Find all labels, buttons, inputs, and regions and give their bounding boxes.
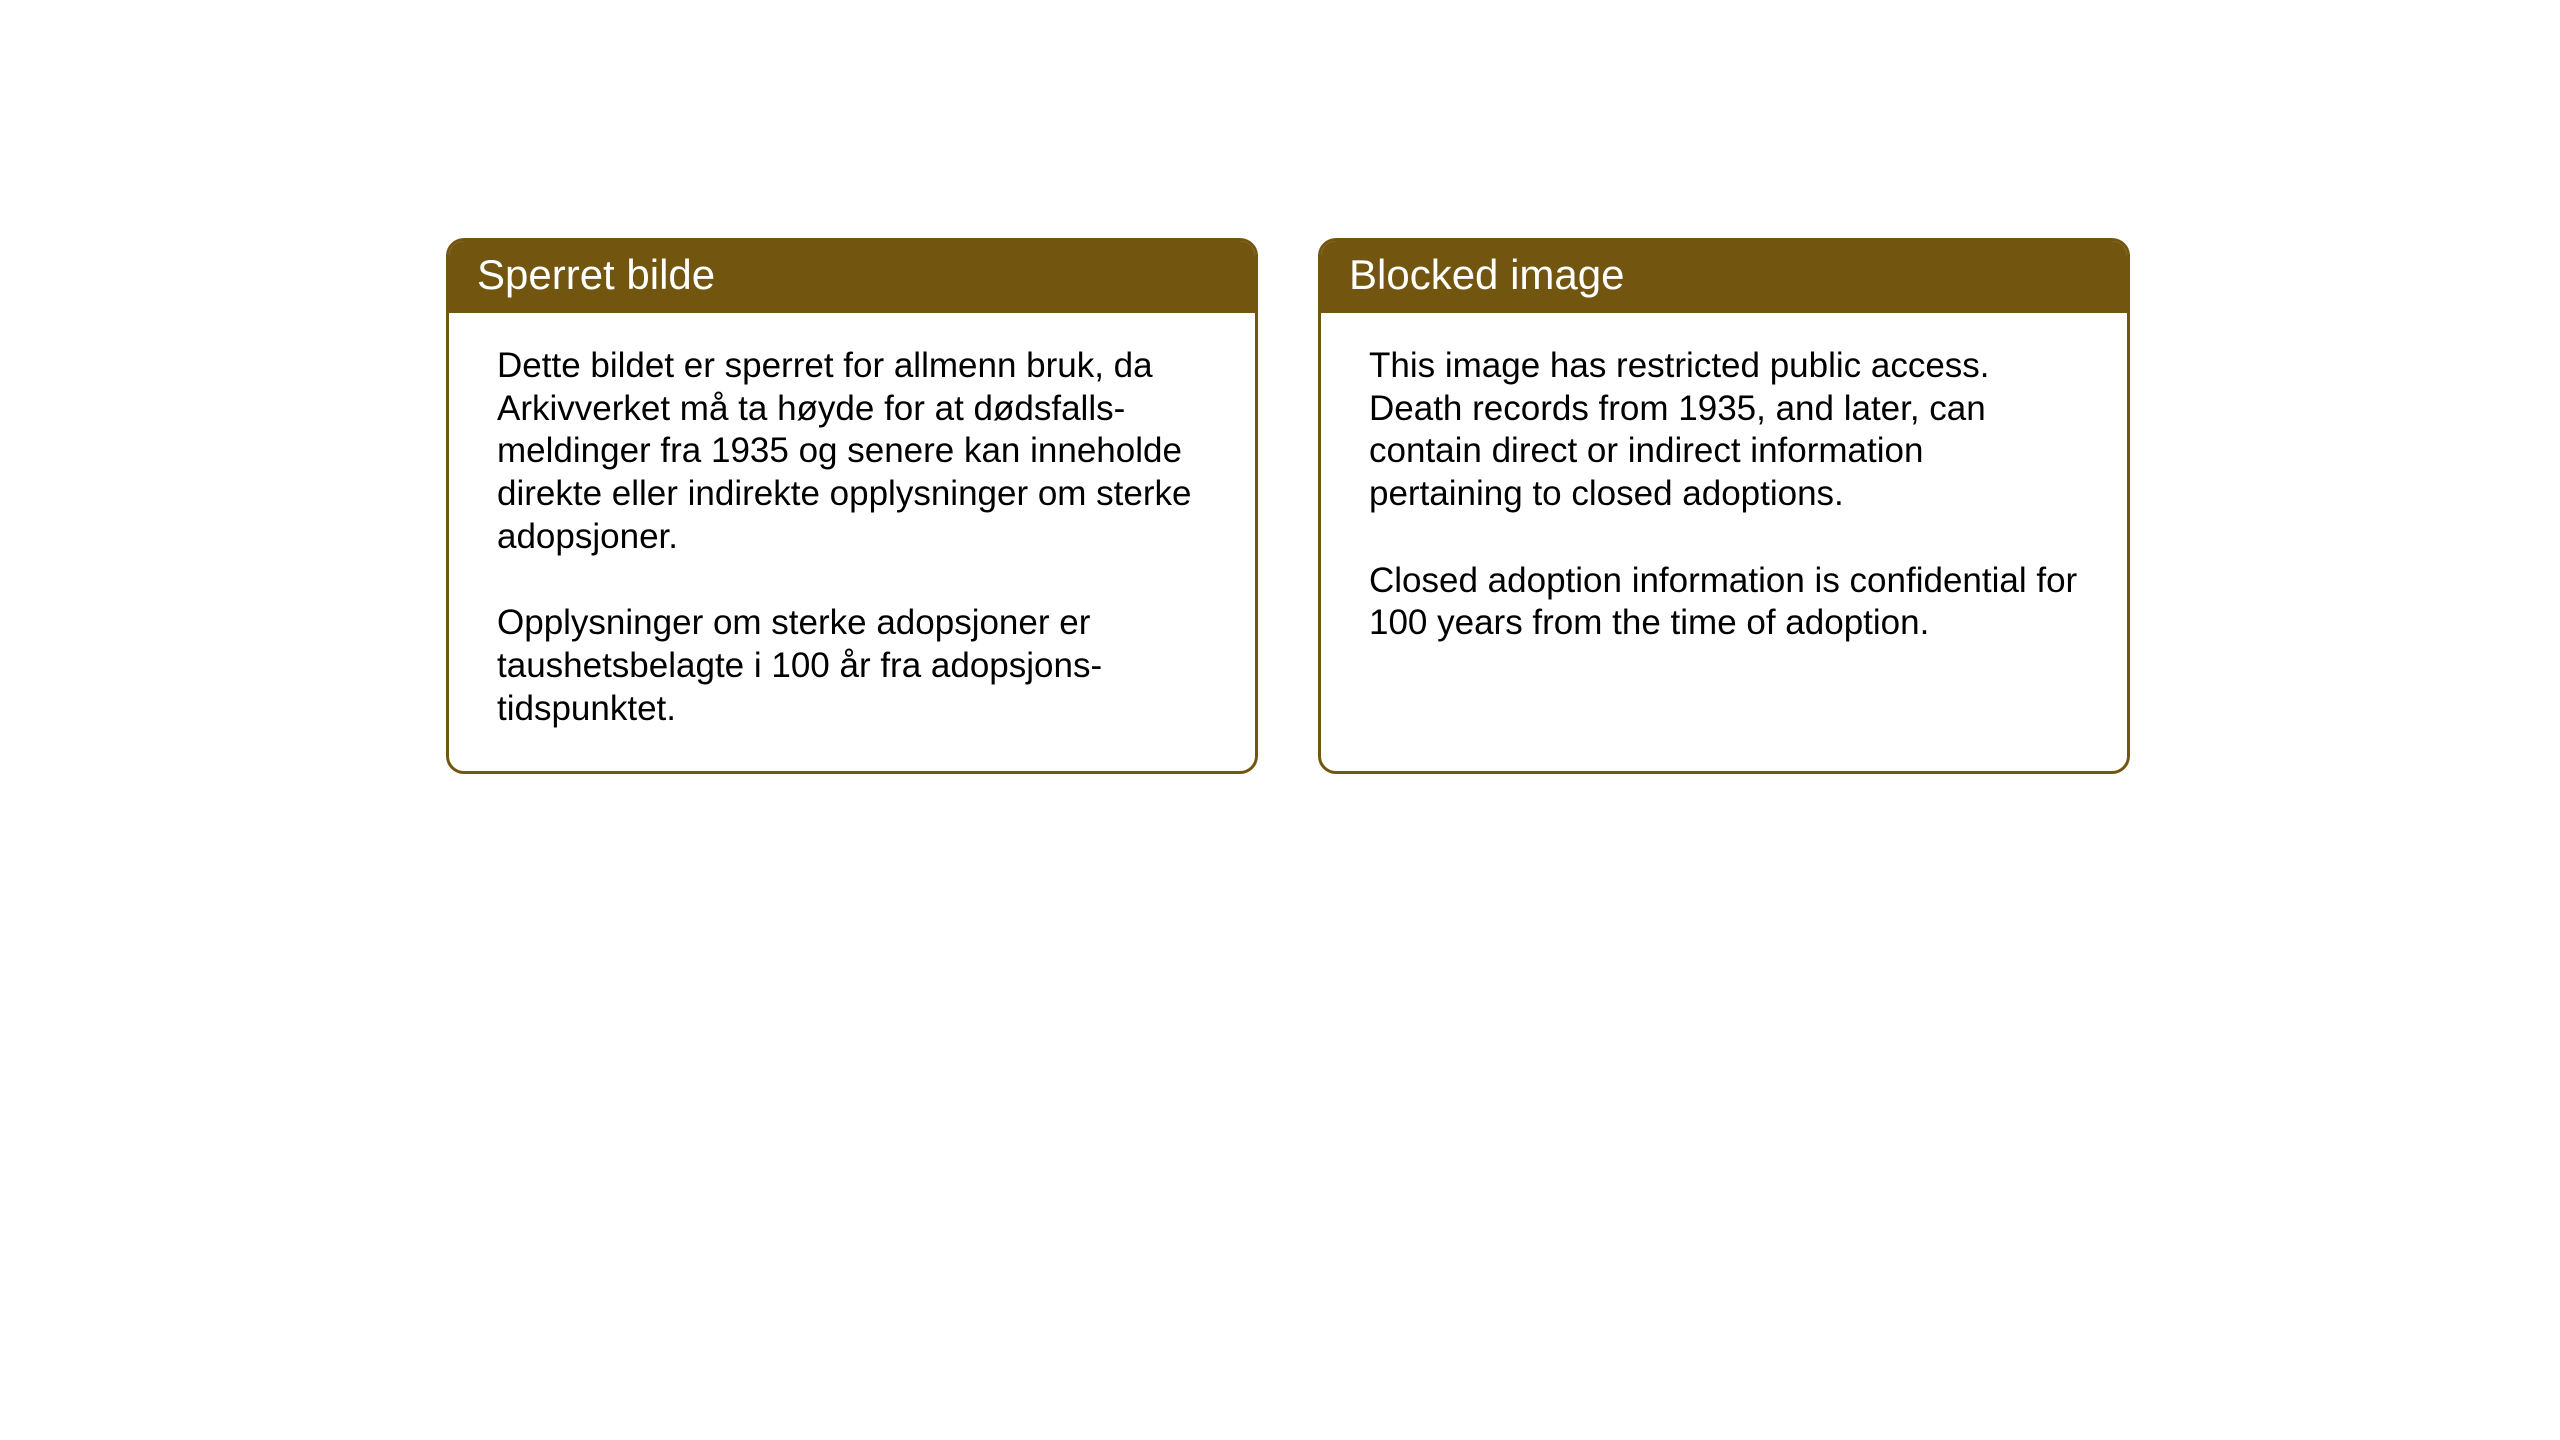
card-body-norwegian: Dette bildet er sperret for allmenn bruk…	[449, 313, 1255, 771]
card-title-norwegian: Sperret bilde	[477, 251, 715, 298]
card-header-english: Blocked image	[1321, 241, 2127, 313]
card-paragraph2-english: Closed adoption information is confident…	[1369, 560, 2079, 645]
card-paragraph2-norwegian: Opplysninger om sterke adopsjoner er tau…	[497, 602, 1207, 730]
card-title-english: Blocked image	[1349, 251, 1624, 298]
notice-container: Sperret bilde Dette bildet er sperret fo…	[446, 238, 2130, 774]
card-english: Blocked image This image has restricted …	[1318, 238, 2130, 774]
card-paragraph1-norwegian: Dette bildet er sperret for allmenn bruk…	[497, 345, 1207, 558]
card-header-norwegian: Sperret bilde	[449, 241, 1255, 313]
card-paragraph1-english: This image has restricted public access.…	[1369, 345, 2079, 516]
card-norwegian: Sperret bilde Dette bildet er sperret fo…	[446, 238, 1258, 774]
card-body-english: This image has restricted public access.…	[1321, 313, 2127, 763]
